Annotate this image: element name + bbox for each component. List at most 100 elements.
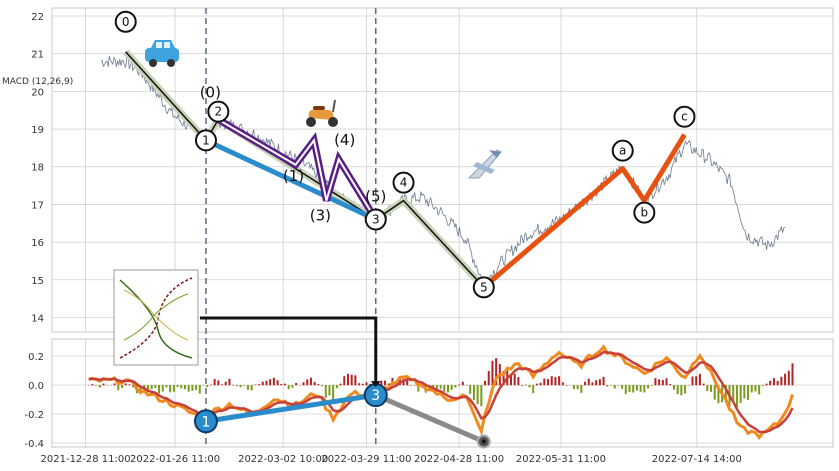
macd-histogram-bar xyxy=(221,384,224,386)
macd-histogram-bar xyxy=(780,376,783,386)
macd-histogram-bar xyxy=(165,385,168,388)
wave-point-label: 2 xyxy=(215,105,223,119)
macd-histogram-bar xyxy=(332,385,335,402)
macd-histogram-bar xyxy=(180,385,183,389)
macd-histogram-bar xyxy=(484,380,487,386)
macd-point-marker xyxy=(193,409,218,434)
macd-histogram-bar xyxy=(232,384,235,386)
x-tick-label: 2022-03-29 11:00 xyxy=(321,454,411,465)
macd-histogram-bar xyxy=(91,384,94,386)
macd-point-label: 3 xyxy=(371,388,380,404)
macd-histogram-bar xyxy=(113,383,116,386)
subwave-label: (0) xyxy=(200,84,221,102)
car-emoji-icon xyxy=(145,40,179,67)
macd-histogram-bar xyxy=(772,378,775,386)
macd-histogram-bar xyxy=(598,379,601,386)
macd-histogram-bar xyxy=(543,378,546,386)
macd-histogram-bar xyxy=(387,383,390,386)
macd-histogram-bar xyxy=(787,370,790,386)
macd-histogram-bar xyxy=(528,385,531,388)
macd-histogram-bar xyxy=(335,385,338,389)
macd-histogram-bar xyxy=(732,385,735,403)
macd-histogram-bar xyxy=(346,373,349,386)
macd-histogram-bar xyxy=(117,385,120,391)
macd-histogram-bar xyxy=(384,380,387,386)
macd-histogram-bar xyxy=(450,385,453,390)
x-tick-label: 2022-07-14 14:00 xyxy=(652,454,742,465)
connector-arrowhead xyxy=(370,381,381,388)
macd-title: MACD (12,26,9) xyxy=(2,77,73,87)
macd-histogram-bar xyxy=(669,384,672,386)
macd-trendline-grey xyxy=(374,392,485,444)
macd-histogram-bar xyxy=(350,374,353,386)
macd-histogram-bar xyxy=(735,385,738,408)
macd-trendline-blue xyxy=(205,392,377,424)
macd-histogram-bar xyxy=(439,385,442,389)
macd-histogram-bar xyxy=(639,385,642,392)
macd-histogram-bar xyxy=(765,383,768,386)
macd-histogram-bar xyxy=(313,381,316,386)
macd-histogram-bar xyxy=(491,360,494,386)
wave-point-marker xyxy=(364,208,387,231)
macd-histogram-bar xyxy=(272,377,275,386)
macd-histogram-bar xyxy=(761,385,764,387)
wave-point-label: 3 xyxy=(372,212,380,226)
macd-histogram-bar xyxy=(443,385,446,392)
macd-histogram-bar xyxy=(509,375,512,386)
macd-histogram-bar xyxy=(243,385,246,386)
macd-histogram-bar xyxy=(309,377,312,386)
macd-histogram-bar xyxy=(258,384,261,386)
macd-histogram-bar xyxy=(695,376,698,386)
macd-histogram-bar xyxy=(95,385,98,386)
macd-histogram-bar xyxy=(280,383,283,386)
scooter-body xyxy=(308,109,334,120)
macd-histogram-bar xyxy=(580,385,583,393)
subwave-label: (5) xyxy=(365,187,386,205)
plane-nose xyxy=(489,150,501,158)
macd-histogram-bar xyxy=(261,381,264,386)
macd-histogram-bar xyxy=(239,385,242,388)
macd-histogram-bar xyxy=(487,371,490,386)
macd-histogram-bar xyxy=(417,385,420,392)
macd-y-tick-label: -0.2 xyxy=(24,410,44,421)
macd-histogram-bar xyxy=(454,385,457,388)
macd-histogram-bar xyxy=(565,385,568,386)
macd-histogram-bar xyxy=(613,385,616,389)
x-tick-label: 2021-12-28 11:00 xyxy=(41,454,131,465)
macd-histogram-bar xyxy=(621,385,624,389)
macd-histogram-bar xyxy=(291,385,294,388)
subwave-inner xyxy=(217,118,377,221)
macd-histogram-bar xyxy=(154,385,157,388)
macd-histogram-bar xyxy=(591,382,594,386)
macd-histogram-bar xyxy=(576,385,579,390)
subwave-label: (1) xyxy=(283,167,304,185)
macd-histogram-bar xyxy=(317,384,320,386)
wave-point-marker xyxy=(673,105,696,128)
macd-histogram-bar xyxy=(321,385,324,387)
macd-histogram-bar xyxy=(380,380,383,386)
wave-point-label: 0 xyxy=(122,15,130,29)
scooter-wheel xyxy=(306,117,316,127)
trendline-blue xyxy=(204,138,377,222)
macd-histogram-bar xyxy=(584,381,587,386)
macd-histogram-bar xyxy=(513,373,516,386)
macd-histogram-bar xyxy=(602,376,605,386)
wave-point-marker xyxy=(207,100,230,123)
macd-histogram-bar xyxy=(698,373,701,386)
macd-histogram-bar xyxy=(702,383,705,386)
macd-histogram-bar xyxy=(724,385,727,403)
macd-histogram-bar xyxy=(398,376,401,386)
macd-histogram-bar xyxy=(624,385,627,394)
macd-histogram-bar xyxy=(198,385,201,394)
macd-histogram-bar xyxy=(124,383,127,386)
macd-y-tick-label: 0.2 xyxy=(28,352,44,363)
macd-histogram-bar xyxy=(265,380,268,386)
macd-histogram-bar xyxy=(458,384,461,386)
price-y-tick-label: 21 xyxy=(31,50,44,61)
car-wheel xyxy=(149,59,157,67)
macd-histogram-bar xyxy=(250,385,253,391)
wave-point-marker xyxy=(633,201,656,224)
car-wheel xyxy=(167,59,175,67)
macd-histogram-bar xyxy=(213,379,216,386)
macd-y-tick-label: 0.0 xyxy=(28,381,44,392)
